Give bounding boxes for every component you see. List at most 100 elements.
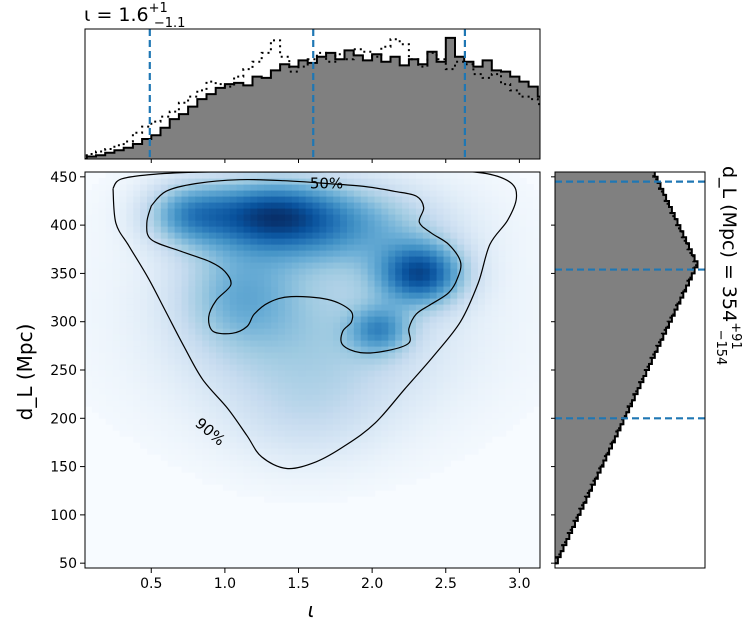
heatmap-cell [326,208,334,215]
heatmap-cell [360,184,369,191]
heatmap-cell [450,196,458,203]
heatmap-cell [153,322,162,329]
heatmap-cell [215,262,224,269]
heatmap-cell [91,274,100,281]
heatmap-cell [402,244,410,251]
heatmap-cell [519,310,527,317]
top-title-main: ι = 1.6 [84,4,149,26]
top-title-sup: +1 [149,1,168,16]
heatmap-cell [319,388,327,395]
heatmap-cell [188,412,196,419]
heatmap-cell [243,298,252,305]
heatmap-cell [236,232,245,239]
heatmap-cell [147,436,155,443]
heatmap-cell [526,274,534,281]
heatmap-cell [395,328,403,335]
heatmap-cell [215,274,224,281]
heatmap-cell [471,184,479,191]
heatmap-cell [360,460,369,467]
heatmap-cell [153,394,162,401]
heatmap-cell [484,388,493,395]
heatmap-cell [202,268,210,275]
heatmap-cell [415,232,424,239]
heatmap-cell [209,322,217,329]
heatmap-cell [271,460,279,467]
heatmap-cell [381,262,389,269]
heatmap-cell [346,490,355,497]
heatmap-cell [85,250,93,257]
heatmap-cell [415,424,424,431]
heatmap-cell [409,196,417,203]
heatmap-cell [519,346,527,353]
heatmap-cell [471,232,479,239]
heatmap-cell [167,328,176,335]
heatmap-cell [312,184,320,191]
heatmap-cell [85,364,93,371]
heatmap-cell [112,232,121,239]
heatmap-cell [415,454,424,461]
heatmap-cell [133,430,141,437]
heatmap-cell [333,478,341,485]
heatmap-cell [243,490,252,497]
heatmap-cell [236,340,245,347]
heatmap-cell [443,274,451,281]
heatmap-cell [388,442,396,449]
heatmap-cell [112,370,121,377]
heatmap-cell [284,322,293,329]
heatmap-cell [174,196,183,203]
heatmap-cell [160,214,169,221]
heatmap-cell [195,214,203,221]
heatmap-cell [415,172,424,179]
heatmap-cell [443,280,451,287]
heatmap-cell [415,430,424,437]
heatmap-cell [422,460,431,467]
heatmap-cell [257,442,265,449]
heatmap-cell [360,424,369,431]
heatmap-cell [284,238,293,245]
heatmap-cell [443,388,451,395]
heatmap-cell [346,328,355,335]
heatmap-cell [512,358,520,365]
heatmap-cell [119,334,127,341]
heatmap-cell [264,310,272,317]
heatmap-cell [367,478,376,485]
heatmap-cell [188,208,196,215]
heatmap-cell [526,400,534,407]
heatmap-cell [526,340,534,347]
heatmap-cell [457,238,465,245]
heatmap-cell [181,388,190,395]
right-histogram-bars [555,172,699,565]
heatmap-cell [491,322,500,329]
heatmap-cell [464,208,472,215]
heatmap-cell [395,412,403,419]
heatmap-cell [498,376,507,383]
heatmap-cell [305,472,314,479]
heatmap-cell [436,370,445,377]
heatmap-cell [409,382,417,389]
heatmap-cell [181,418,190,425]
heatmap-cell [471,346,479,353]
heatmap-cell [415,412,424,419]
heatmap-cell [388,376,396,383]
heatmap-cell [312,442,320,449]
heatmap-cell [367,406,376,413]
heatmap-cell [346,322,355,329]
heatmap-cell [422,184,431,191]
heatmap-cell [409,460,417,467]
heatmap-cell [312,172,320,179]
heatmap-cell [243,358,252,365]
heatmap-cell [229,256,238,263]
heatmap-cell [409,328,417,335]
heatmap-cell [333,346,341,353]
heatmap-cell [250,238,258,245]
heatmap-cell [443,382,451,389]
heatmap-cell [374,334,383,341]
heatmap-cell [291,394,300,401]
heatmap-cell [457,406,465,413]
heatmap-cell [353,178,362,185]
heatmap-cell [195,190,203,197]
heatmap-cell [291,430,300,437]
heatmap-cell [436,268,445,275]
heatmap-cell [98,190,107,197]
heatmap-cell [222,454,231,461]
